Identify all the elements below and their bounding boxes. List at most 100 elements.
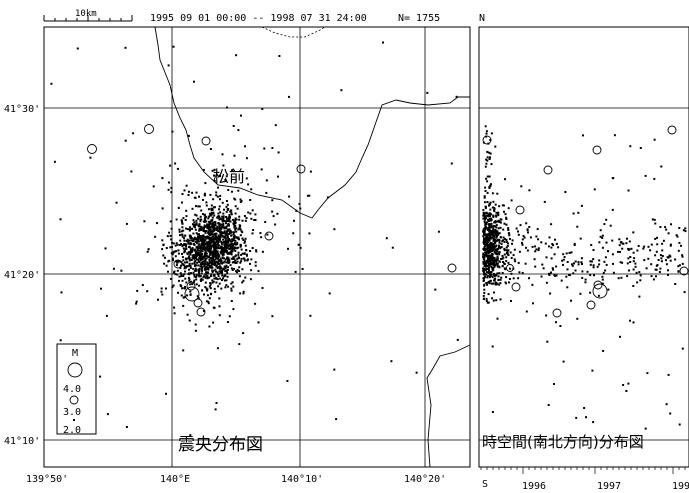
epicenter-dot (209, 148, 212, 150)
epicenter-dot (186, 252, 189, 255)
epicenter-dot (213, 237, 216, 240)
epicenter-dot (286, 380, 289, 382)
epicenter-dot (188, 272, 190, 275)
epicenter-dot (195, 253, 198, 256)
epicenter-dot (208, 241, 211, 244)
epicenter-dot (231, 269, 234, 271)
epicenter-dot (206, 241, 209, 244)
epicenter-dot (188, 278, 191, 281)
epicenter-dot (204, 267, 207, 270)
epicenter-dot (195, 214, 198, 217)
epicenter-dot (577, 263, 580, 266)
epicenter-dot (488, 271, 491, 274)
epicenter-dot (202, 309, 205, 312)
epicenter-dot (201, 269, 203, 272)
epicenter-dot (625, 390, 628, 392)
epicenter-dot (186, 238, 189, 241)
epicenter-dot (232, 233, 235, 236)
epicenter-dot (183, 237, 186, 240)
epicenter-dot (496, 239, 499, 241)
epicenter-dot (415, 371, 418, 374)
epicenter-dot (167, 270, 169, 273)
epicenter-dot (198, 234, 201, 237)
scale-bar: 10km (43, 9, 133, 22)
epicenter-dot (609, 224, 612, 227)
epicenter-dot (265, 179, 268, 182)
epicenter-dot (192, 254, 195, 256)
epicenter-dot (553, 253, 556, 256)
epicenter-dot (493, 247, 496, 250)
epicenter-dot (487, 226, 490, 229)
epicenter-dot (224, 248, 227, 251)
epicenter-dot (488, 223, 490, 226)
epicenter-dot (497, 227, 500, 230)
epicenter-dot (172, 259, 174, 262)
epicenter-dot (233, 241, 236, 244)
epicenter-dot (494, 225, 497, 228)
epicenter-dot (190, 259, 193, 261)
epicenter-dot (488, 239, 491, 242)
epicenter-dot (240, 244, 242, 247)
epicenter-dot (161, 293, 164, 296)
epicenter-dot (535, 235, 538, 238)
epicenter-dot (181, 235, 184, 238)
epicenter-dot (189, 283, 192, 286)
epicenter-dot (485, 132, 488, 135)
epicenter-dot (106, 413, 109, 416)
epicenter-dot (486, 159, 489, 162)
epicenter-dot (152, 185, 155, 188)
epicenter-dot (677, 270, 680, 273)
epicenter-dot (653, 138, 656, 141)
epicenter-dot (257, 321, 260, 324)
timespace-circle (592, 283, 608, 299)
epicenter-dot (236, 260, 239, 263)
epicenter-dot (207, 217, 210, 220)
epicenter-dot (185, 281, 188, 284)
epicenter-dot (190, 236, 192, 239)
epicenter-dot (205, 204, 208, 207)
epicenter-dot (200, 247, 203, 250)
epicenter-dot (493, 250, 496, 253)
epicenter-dot (497, 213, 500, 215)
epicenter-dot (512, 277, 515, 280)
epicenter-dot (212, 321, 215, 324)
epicenter-dot (638, 295, 641, 298)
epicenter-dot (503, 253, 506, 256)
epicenter-dot (489, 242, 492, 245)
epicenter-dot (207, 244, 210, 247)
epicenter-dot (201, 252, 204, 255)
epicenter-dot (501, 272, 504, 274)
epicenter-dot (213, 226, 216, 229)
epicenter-dot (647, 245, 650, 248)
epicenter-dot (544, 242, 547, 245)
epicenter-dot (209, 252, 212, 255)
epicenter-dot (199, 225, 202, 228)
epicenter-dot (124, 139, 127, 142)
epicenter-dot (76, 47, 79, 50)
epicenter-dot (511, 242, 513, 245)
epicenter-dot (230, 231, 232, 234)
epicenter-dot (174, 273, 177, 276)
epicenter-dot (489, 201, 492, 204)
epicenter-dot (222, 226, 225, 229)
epicenter-dot (230, 209, 233, 212)
epicenter-dot (211, 169, 214, 172)
epicenter-dot (184, 285, 187, 288)
epicenter-dot (211, 209, 214, 212)
epicenter-dot (250, 258, 253, 261)
epicenter-dot (212, 250, 215, 253)
epicenter-dot (498, 266, 501, 269)
epicenter-dot (233, 257, 236, 260)
epicenter-dot (487, 301, 490, 304)
large-event-circle (264, 231, 274, 241)
epicenter-dot (215, 247, 218, 250)
epicenter-dot (208, 243, 211, 246)
epicenter-dot (197, 260, 200, 263)
epicenter-dot (218, 282, 221, 285)
epicenter-dot (235, 270, 237, 273)
epicenter-dot (204, 251, 207, 254)
epicenter-dot (172, 250, 175, 253)
epicenter-dot (241, 268, 244, 271)
epicenter-dot (219, 266, 222, 269)
epicenter-dot (603, 223, 606, 226)
